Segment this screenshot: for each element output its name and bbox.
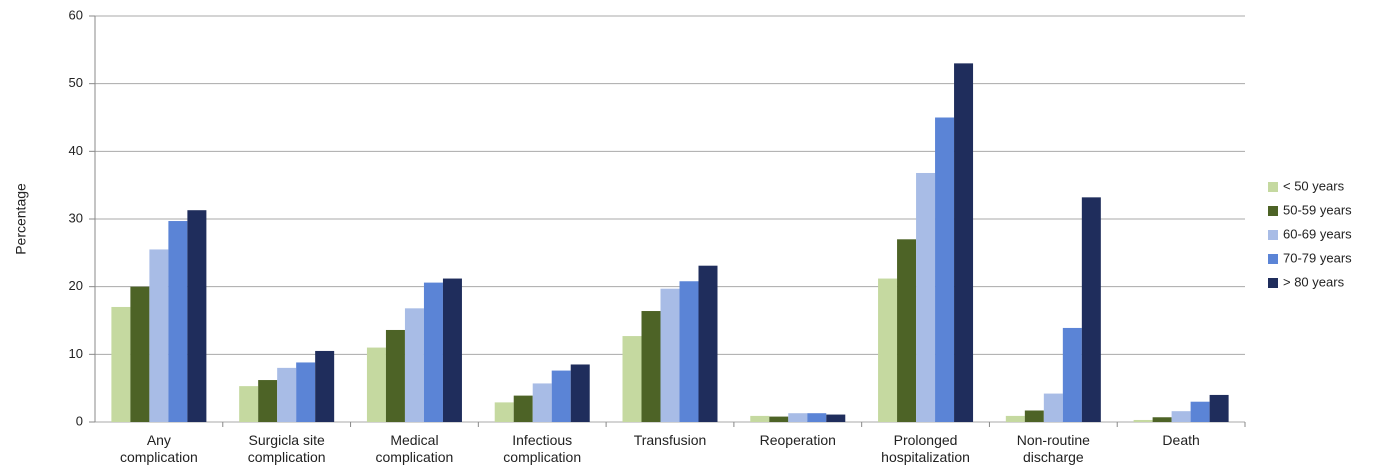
bar (404, 308, 424, 422)
y-tick-label: 0 (76, 413, 83, 428)
bar (570, 364, 590, 422)
y-tick-label: 30 (69, 210, 83, 225)
x-tick-label: Non-routine discharge (1016, 432, 1090, 465)
bar (168, 221, 188, 422)
bar (149, 249, 169, 422)
x-tick-label: Reoperation (759, 432, 836, 448)
legend-swatch (1268, 206, 1278, 216)
x-tick-label: Medical complication (375, 432, 454, 465)
bar (366, 347, 386, 422)
legend-label: 70-79 years (1283, 250, 1352, 265)
bar (916, 172, 936, 422)
bar (1043, 393, 1063, 422)
bar (513, 395, 533, 422)
bar (622, 336, 642, 422)
x-tick-label: Transfusion (633, 432, 707, 448)
bar (1024, 410, 1044, 422)
bar (494, 402, 514, 422)
bar (807, 413, 827, 422)
legend-label: 50-59 years (1283, 202, 1352, 217)
bar (878, 278, 898, 422)
bar (1171, 411, 1191, 422)
bar (1152, 417, 1172, 422)
bar (935, 117, 955, 422)
y-tick-label: 20 (69, 278, 83, 293)
bar (258, 380, 278, 422)
bar (315, 350, 335, 422)
y-tick-label: 10 (69, 346, 83, 361)
bar (769, 416, 789, 422)
bar (698, 265, 718, 422)
legend-label: < 50 years (1283, 178, 1345, 193)
bar (954, 63, 974, 422)
x-tick-label: Surgicla site complication (247, 432, 326, 465)
x-tick-label: Death (1162, 432, 1200, 448)
x-tick-label: Any complication (119, 432, 198, 465)
bar (788, 413, 808, 422)
bar (1062, 327, 1082, 422)
y-tick-label: 40 (69, 143, 83, 158)
bar (826, 414, 846, 422)
bar (296, 362, 316, 422)
x-tick-label: Infectious complication (503, 432, 582, 465)
bar (277, 367, 297, 422)
bar (1190, 401, 1210, 422)
bar (442, 278, 462, 422)
bar (532, 383, 552, 422)
bar (1209, 394, 1229, 422)
legend-swatch (1268, 230, 1278, 240)
legend-swatch (1268, 278, 1278, 288)
bar (641, 311, 661, 422)
y-tick-label: 50 (69, 75, 83, 90)
bar (551, 370, 571, 422)
bar (239, 386, 259, 422)
x-tick-label: Prolonged hospitalization (881, 432, 970, 465)
bar (897, 239, 917, 422)
y-axis-label: Percentage (13, 183, 29, 255)
bar (111, 306, 131, 422)
bar (660, 288, 680, 422)
bar (679, 281, 699, 422)
legend-swatch (1268, 182, 1278, 192)
bar (187, 210, 207, 422)
legend-swatch (1268, 254, 1278, 264)
bar (1005, 415, 1025, 422)
bar (1133, 419, 1153, 422)
legend-label: 60-69 years (1283, 226, 1352, 241)
bar (423, 282, 443, 422)
bar (1081, 197, 1101, 422)
bar (750, 415, 770, 422)
bar (130, 286, 150, 422)
bar (385, 329, 405, 422)
y-tick-label: 60 (69, 7, 83, 22)
legend-label: > 80 years (1283, 274, 1345, 289)
